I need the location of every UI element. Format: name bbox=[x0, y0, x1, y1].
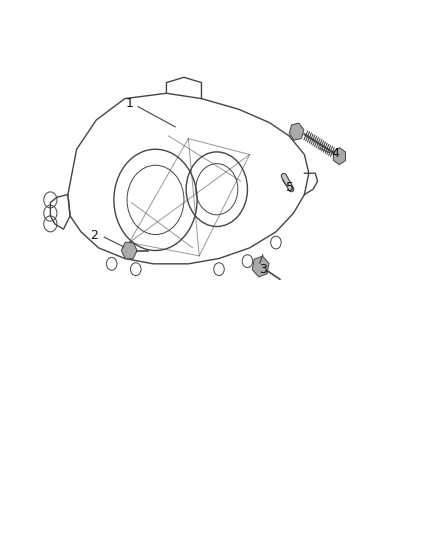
Polygon shape bbox=[121, 242, 137, 259]
Text: 5: 5 bbox=[286, 181, 294, 194]
Polygon shape bbox=[333, 148, 346, 165]
Text: 4: 4 bbox=[331, 147, 339, 160]
Polygon shape bbox=[289, 123, 304, 140]
Polygon shape bbox=[252, 256, 269, 277]
Text: 2: 2 bbox=[90, 229, 98, 242]
Text: 1: 1 bbox=[125, 98, 133, 110]
Text: 3: 3 bbox=[259, 263, 267, 276]
